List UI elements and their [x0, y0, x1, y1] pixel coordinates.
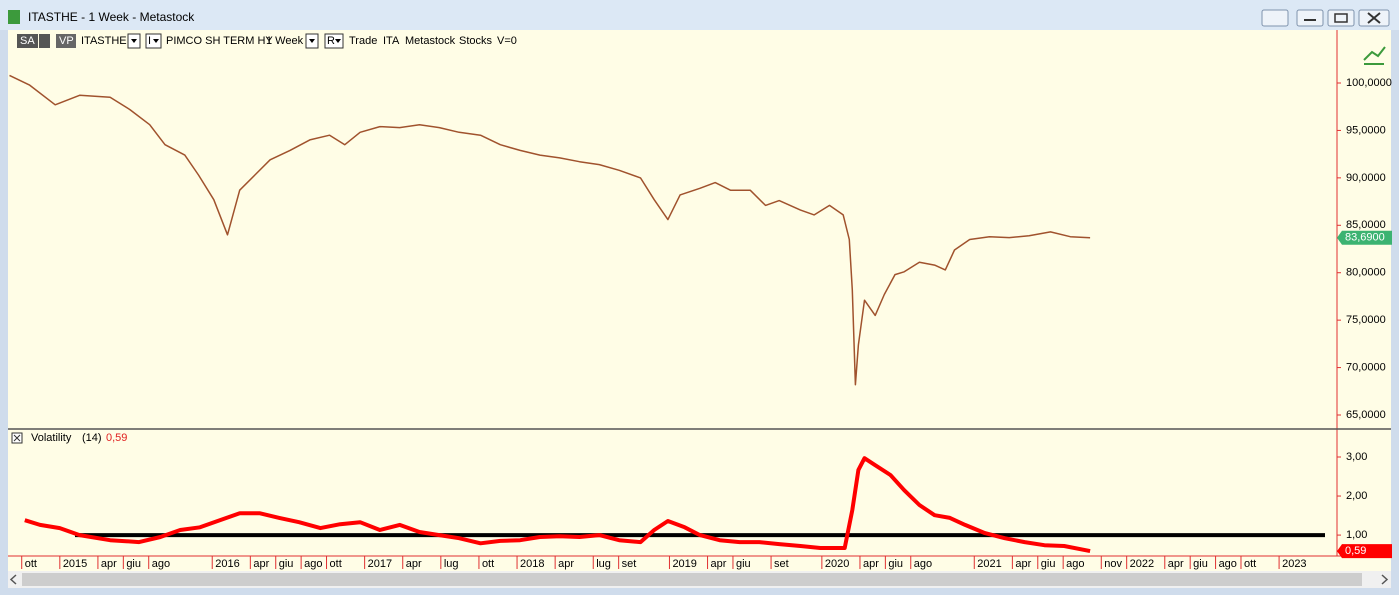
x-tick-label: nov	[1104, 558, 1122, 570]
y-tick-label: 1,00	[1346, 529, 1367, 541]
indicator-name: Volatility	[31, 432, 72, 444]
x-tick-label: 2022	[1130, 558, 1154, 570]
sa-label: SA	[20, 35, 35, 47]
periodicity: 1 Week	[266, 35, 304, 47]
x-tick-label: 2017	[368, 558, 392, 570]
close-glyph	[1367, 12, 1381, 24]
symbol: ITASTHE	[81, 35, 127, 47]
x-tick-label: giu	[279, 558, 294, 570]
x-tick-label: giu	[736, 558, 751, 570]
x-tick-label: 2015	[63, 558, 87, 570]
i-button[interactable]	[145, 33, 162, 49]
y-tick-label: 65,0000	[1346, 409, 1386, 421]
last-value-tag	[1337, 544, 1392, 559]
y-tick-label: 95,0000	[1346, 124, 1386, 136]
maximize-glyph	[1334, 13, 1348, 23]
x-tick-label: apr	[1015, 558, 1031, 570]
x-tick-label: 2021	[977, 558, 1001, 570]
toolbar: SA VP ITASTHE I PIMCO SH TERM HY 1 Week …	[17, 33, 517, 49]
x-tick-label: 2018	[520, 558, 544, 570]
restore-button[interactable]	[1261, 9, 1289, 27]
last-value-label: 0,59	[1345, 545, 1366, 557]
y-tick-label: 90,0000	[1346, 172, 1386, 184]
close-glyph	[13, 434, 21, 442]
window-buttons	[1261, 9, 1390, 27]
x-tick-label: set	[774, 558, 789, 570]
x-tick-label: apr	[101, 558, 117, 570]
series-line	[24, 456, 1091, 554]
last-value-tag	[1337, 230, 1392, 245]
x-tick-label: ago	[914, 558, 932, 570]
kind: Stocks	[459, 35, 493, 47]
x-tick-label: lug	[596, 558, 611, 570]
indicator-params: (14)	[82, 432, 102, 444]
x-tick-label: 2019	[672, 558, 696, 570]
x-tick-label: ott	[1244, 558, 1256, 570]
y-tick-label: 80,0000	[1346, 267, 1386, 279]
x-tick-label: giu	[126, 558, 141, 570]
scrollbar-thumb[interactable]	[22, 573, 1362, 586]
window-title: ITASTHE - 1 Week - Metastock	[28, 10, 195, 24]
r-button[interactable]	[324, 33, 344, 49]
x-tick-label: apr	[863, 558, 879, 570]
chart-background	[8, 30, 1391, 571]
last-value-label: 83,6900	[1345, 232, 1385, 244]
maximize-button[interactable]	[1327, 9, 1355, 27]
y-tick-label: 70,0000	[1346, 361, 1386, 373]
i-label: I	[148, 35, 151, 47]
mode: Trade	[349, 35, 377, 47]
minimize-button[interactable]	[1296, 9, 1324, 27]
x-tick-label: set	[622, 558, 637, 570]
y-tick-label: 75,0000	[1346, 314, 1386, 326]
app-icon	[8, 10, 20, 24]
sa-dropdown[interactable]	[39, 34, 50, 48]
y-tick-label: 3,00	[1346, 451, 1367, 463]
x-tick-label: ott	[25, 558, 37, 570]
vp-button[interactable]	[56, 34, 76, 48]
series-line	[9, 74, 1091, 386]
x-tick-label: apr	[558, 558, 574, 570]
title-bar	[0, 0, 1399, 30]
r-label: R	[327, 35, 335, 47]
x-tick-label: giu	[1041, 558, 1056, 570]
trade-icon[interactable]	[1363, 46, 1386, 65]
dropdown-arrow	[131, 39, 137, 43]
security-name: PIMCO SH TERM HY	[166, 35, 273, 47]
scroll-left[interactable]	[9, 574, 17, 585]
x-tick-label: apr	[406, 558, 422, 570]
x-tick-label: 2020	[825, 558, 849, 570]
dropdown-arrow	[309, 39, 315, 43]
dropdown-arrow	[335, 39, 341, 43]
x-tick-label: apr	[1168, 558, 1184, 570]
x-tick-label: 2016	[215, 558, 239, 570]
x-tick-label: ott	[482, 558, 494, 570]
x-tick-label: giu	[1193, 558, 1208, 570]
scroll-right[interactable]	[1381, 574, 1389, 585]
exchange: ITA	[383, 35, 400, 47]
x-tick-label: ott	[330, 558, 342, 570]
x-tick-label: lug	[444, 558, 459, 570]
x-tick-label: apr	[253, 558, 269, 570]
x-tick-label: giu	[888, 558, 903, 570]
y-tick-label: 2,00	[1346, 490, 1367, 502]
x-tick-label: ago	[1066, 558, 1084, 570]
x-tick-label: apr	[711, 558, 727, 570]
volume: V=0	[497, 35, 517, 47]
indicator-last-value: 0,59	[106, 432, 127, 444]
x-tick-label: ago	[1219, 558, 1237, 570]
y-tick-label: 85,0000	[1346, 219, 1386, 231]
source: Metastock	[405, 35, 456, 47]
sa-button[interactable]	[17, 34, 38, 48]
x-tick-label: 2023	[1282, 558, 1306, 570]
vp-label: VP	[59, 35, 74, 47]
x-tick-label: ago	[152, 558, 170, 570]
dropdown-arrow	[153, 39, 159, 43]
y-tick-label: 100,0000	[1346, 77, 1392, 89]
x-tick-label: ago	[304, 558, 322, 570]
